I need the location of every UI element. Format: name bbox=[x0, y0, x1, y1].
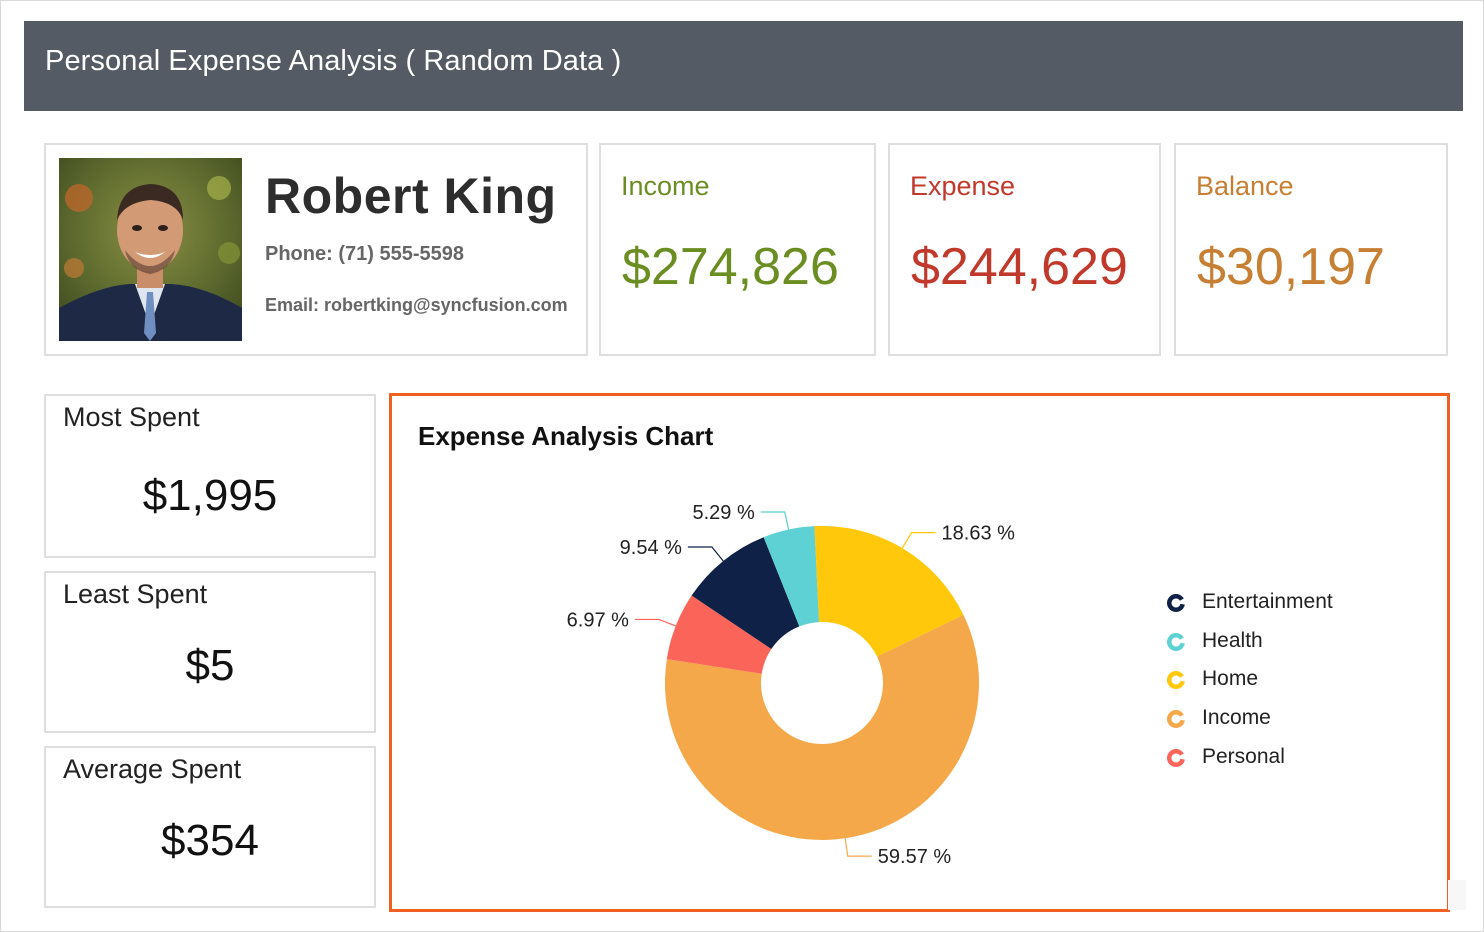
donut-legend-icon bbox=[1167, 748, 1185, 767]
connector-line bbox=[844, 838, 872, 857]
income-card: Income $274,826 bbox=[599, 143, 876, 356]
connector-line bbox=[687, 546, 724, 562]
average-spent-label: Average Spent bbox=[63, 754, 242, 784]
pie-slice[interactable] bbox=[665, 614, 979, 840]
donut-legend-icon bbox=[1167, 671, 1185, 690]
profile-email: Email: robertking@syncfusion.com bbox=[265, 295, 568, 315]
donut-legend-icon bbox=[1167, 710, 1185, 729]
most-spent-card: Most Spent $1,995 bbox=[44, 394, 376, 558]
least-spent-value: $5 bbox=[185, 641, 235, 690]
donut-chart: 59.57 % 6.97 % 9.54 % 5.29 % 18.63 % bbox=[567, 502, 1016, 868]
pie-slice[interactable] bbox=[666, 595, 772, 674]
resize-corner bbox=[1448, 880, 1466, 910]
expense-value: $244,629 bbox=[911, 238, 1128, 296]
pie-slice[interactable] bbox=[763, 526, 820, 627]
least-spent-card: Least Spent $5 bbox=[44, 571, 376, 733]
legend-label: Personal bbox=[1202, 744, 1285, 768]
profile-card: Robert King Phone: (71) 555-5598 Email: … bbox=[44, 143, 588, 356]
average-spent-value: $354 bbox=[161, 816, 259, 865]
app-header: Personal Expense Analysis ( Random Data … bbox=[24, 21, 1463, 111]
donut-legend-icon bbox=[1167, 632, 1185, 651]
balance-card: Balance $30,197 bbox=[1174, 143, 1448, 356]
income-value: $274,826 bbox=[622, 238, 839, 296]
least-spent-label: Least Spent bbox=[63, 579, 208, 609]
page-title: Personal Expense Analysis ( Random Data … bbox=[45, 45, 622, 77]
avatar bbox=[59, 158, 242, 341]
profile-phone: Phone: (71) 555-5598 bbox=[265, 243, 464, 265]
pie-slice[interactable] bbox=[691, 537, 800, 650]
data-label: 5.29 % bbox=[692, 502, 754, 524]
connector-line bbox=[760, 511, 790, 530]
legend-label: Entertainment bbox=[1202, 590, 1333, 613]
legend-label: Health bbox=[1202, 628, 1263, 652]
chart-title: Expense Analysis Chart bbox=[418, 421, 714, 451]
data-label: 59.57 % bbox=[878, 846, 952, 868]
legend-label: Income bbox=[1202, 706, 1271, 730]
pie-slice[interactable] bbox=[814, 526, 964, 657]
legend-label: Home bbox=[1202, 667, 1259, 691]
most-spent-value: $1,995 bbox=[142, 471, 278, 520]
donut-legend-icon bbox=[1167, 594, 1185, 612]
income-label: Income bbox=[621, 171, 710, 201]
expense-card: Expense $244,629 bbox=[888, 143, 1161, 356]
profile-name: Robert King bbox=[265, 168, 557, 224]
expense-label: Expense bbox=[910, 171, 1016, 201]
balance-value: $30,197 bbox=[1197, 238, 1385, 296]
connector-line bbox=[901, 532, 936, 549]
most-spent-label: Most Spent bbox=[63, 402, 200, 432]
data-label: 6.97 % bbox=[567, 609, 629, 631]
data-label: 18.63 % bbox=[942, 523, 1016, 545]
connector-line bbox=[634, 618, 676, 627]
average-spent-card: Average Spent $354 bbox=[44, 746, 376, 908]
balance-label: Balance bbox=[1196, 171, 1294, 201]
data-label: 9.54 % bbox=[620, 537, 682, 559]
expense-chart-panel: Expense Analysis Chart 59.57 % 6.97 % 9.54… bbox=[389, 393, 1450, 912]
